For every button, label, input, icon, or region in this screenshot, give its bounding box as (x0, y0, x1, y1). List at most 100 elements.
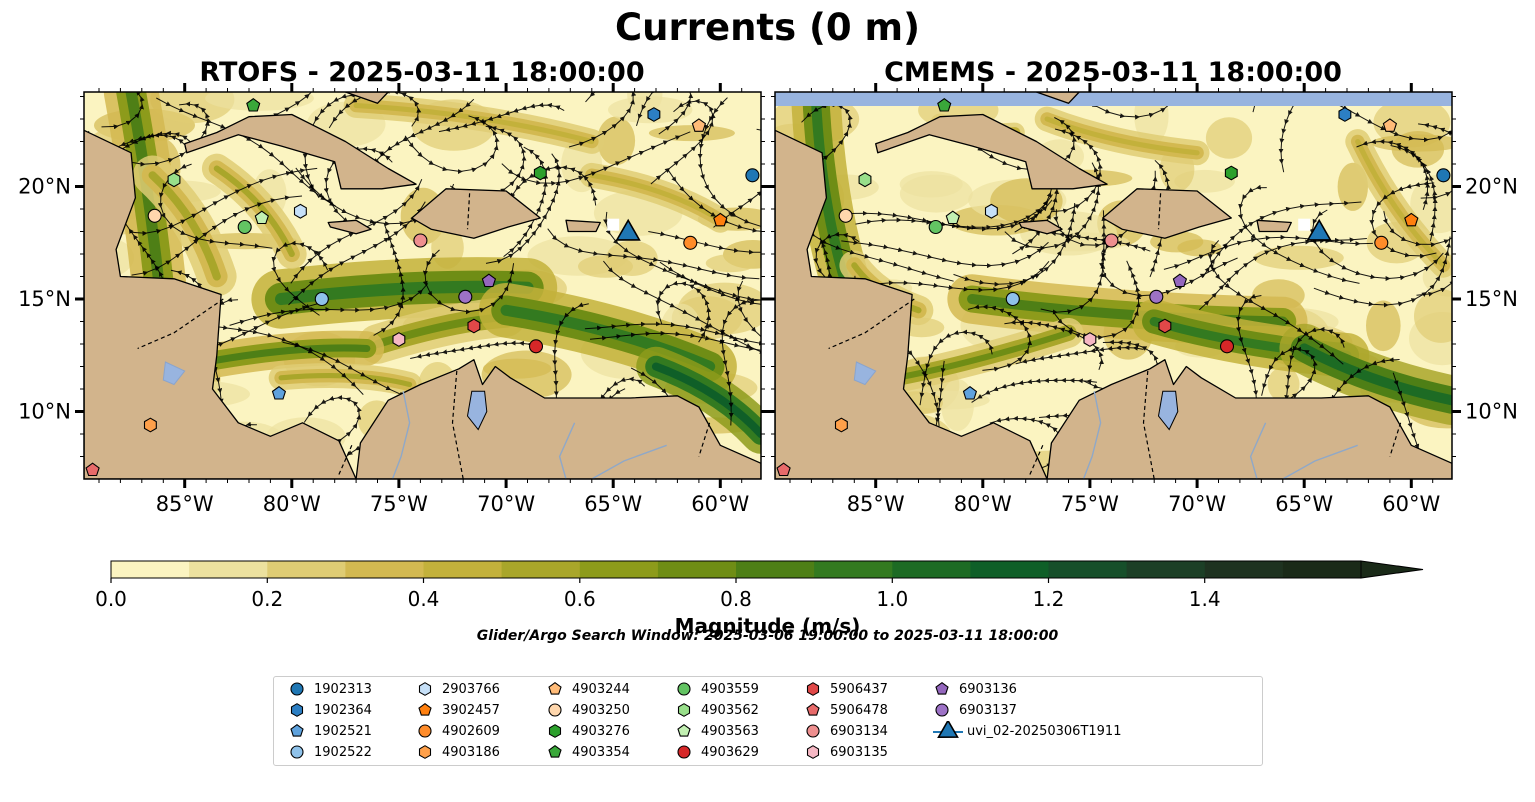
legend-hexagon-marker (677, 703, 691, 717)
rtofs-marker-4903250 (147, 208, 162, 223)
legend-label: 5906437 (830, 681, 888, 697)
colorbar-segment (189, 561, 268, 578)
legend-item-4903186: 4903186 (414, 742, 500, 762)
legend-label: 3902457 (442, 702, 500, 718)
cmems-border (1029, 445, 1044, 475)
legend-label: 4903250 (572, 702, 630, 718)
colorbar-segment (1048, 561, 1128, 578)
legend-item-4903559: 4903559 (673, 679, 759, 699)
rtofs-panel-title: RTOFS - 2025-03-11 18:00:00 (199, 57, 645, 88)
colorbar-segment (1126, 561, 1206, 578)
rtofs-river (391, 391, 411, 479)
rtofs-frame (83, 91, 762, 480)
cmems-lat-tick-label: 20°N (1465, 175, 1518, 199)
rtofs-land-bahamas (344, 92, 389, 104)
cmems-land-puertorico (1256, 219, 1292, 233)
cmems-river (1282, 444, 1358, 479)
legend-circle-marker (290, 682, 304, 696)
cmems-marker-4903562 (858, 172, 872, 188)
cmems-border (828, 298, 915, 350)
rtofs-marker-4903186 (143, 417, 157, 433)
legend-label: 1902313 (314, 681, 372, 697)
legend-marker-icon (935, 703, 949, 717)
cmems-streamline (1418, 122, 1452, 201)
legend-label: 1902364 (314, 702, 372, 718)
legend-pentagon-marker (290, 724, 304, 737)
rtofs-border (137, 298, 224, 350)
cmems-panel-title: CMEMS - 2025-03-11 18:00:00 (884, 57, 1342, 88)
cmems-speed-patch (1205, 117, 1253, 159)
legend-hexagon-marker (548, 724, 562, 738)
cmems-lat-tick-label: 10°N (1465, 400, 1518, 424)
cmems-land-jamaica (1018, 219, 1063, 235)
legend-item-uvi_02-20250306T1911: uvi_02-20250306T1911 (931, 721, 1121, 741)
legend-marker-icon (677, 703, 691, 717)
cmems-marker-6903134 (1104, 233, 1119, 248)
rtofs-lon-tick-label: 80°W (263, 492, 321, 516)
legend-marker-icon (290, 682, 304, 696)
rtofs-border (466, 193, 471, 230)
legend-item-4903276: 4903276 (544, 721, 630, 741)
cmems-streamline (953, 202, 1077, 287)
cmems-streamline (1099, 239, 1238, 299)
legend-item-3902457: 3902457 (414, 700, 500, 720)
rtofs-streamline (156, 97, 336, 207)
colorbar-tick-label: 0.8 (720, 587, 752, 611)
cmems-frame (774, 91, 1453, 480)
legend-item-1902364: 1902364 (286, 700, 372, 720)
rtofs-marker-2903766 (293, 203, 307, 219)
colorbar-segment (267, 561, 346, 578)
search-window-text: Glider/Argo Search Window: 2025-03-06 19… (476, 628, 1059, 644)
rtofs-land-central (84, 129, 357, 479)
rtofs-land-puertorico (565, 219, 601, 233)
map-panels: 85°W 80°W 75°W 70°W 65°W 60°W 20°N 15°N 10°N 85°W… (18, 83, 1518, 516)
cmems-lat-tick-label: 15°N (1465, 287, 1518, 311)
rtofs-streamline (735, 280, 761, 369)
legend-marker-icon (806, 682, 820, 696)
rtofs-marker-1902522 (314, 291, 329, 307)
legend-hexagon-marker (290, 703, 304, 717)
cmems-speed-patch (1253, 245, 1344, 270)
legend-pentagon-marker (806, 703, 820, 716)
cmems-lon-tick-label: 75°W (1061, 492, 1119, 516)
rtofs-speed-patch (627, 92, 663, 115)
cmems-lake-maracaibo (1157, 390, 1179, 431)
legend-label: 6903134 (830, 723, 888, 739)
legend-circle-marker (548, 703, 562, 717)
legend-pentagon-marker (548, 745, 562, 758)
colorbar-segment (814, 561, 893, 578)
legend-label: 1902521 (314, 723, 372, 739)
colorbar-segment (423, 561, 503, 578)
rtofs-marker-6903137 (458, 289, 473, 304)
rtofs-marker-1902521 (271, 386, 287, 400)
cmems-marker-5906437 (1158, 318, 1172, 334)
cmems-lon-tick-label: 65°W (1275, 492, 1333, 516)
legend-marker-icon (418, 703, 432, 716)
legend-hexagon-marker (806, 745, 820, 759)
rtofs-marker-uvi_02-20250306T1911 (615, 218, 641, 241)
cmems-marker-6903135 (1083, 332, 1097, 347)
colorbar-tick-label: 0.4 (408, 587, 440, 611)
rtofs-marker-6903135 (392, 332, 406, 347)
cmems-marker-3902457 (1404, 212, 1419, 227)
colorbar-extend-arrow (1360, 560, 1424, 579)
legend-label: 4903562 (701, 702, 759, 718)
rtofs-streamline (328, 92, 422, 129)
legend-label: 2903766 (442, 681, 500, 697)
colorbar-tick-label: 0.6 (564, 587, 596, 611)
legend-item-6903134: 6903134 (802, 721, 888, 741)
legend-item-6903135: 6903135 (802, 742, 888, 762)
cmems-marker-2903766 (984, 203, 998, 219)
cmems-marker-5906478 (776, 462, 791, 477)
legend-item-1902522: 1902522 (286, 742, 372, 762)
legend-marker-icon (290, 745, 304, 759)
rtofs-speed-patch (705, 254, 756, 273)
rtofs-land-jamaica (327, 219, 372, 235)
rtofs-marker-4903562 (167, 172, 181, 188)
rtofs-marker-4903629 (528, 339, 544, 354)
rtofs-marker-4903559 (237, 219, 252, 235)
cmems-nodata-strip (775, 92, 1452, 106)
legend-label: 1902522 (314, 744, 372, 760)
legend-marker-icon (548, 703, 562, 717)
cmems-map (775, 92, 1452, 479)
